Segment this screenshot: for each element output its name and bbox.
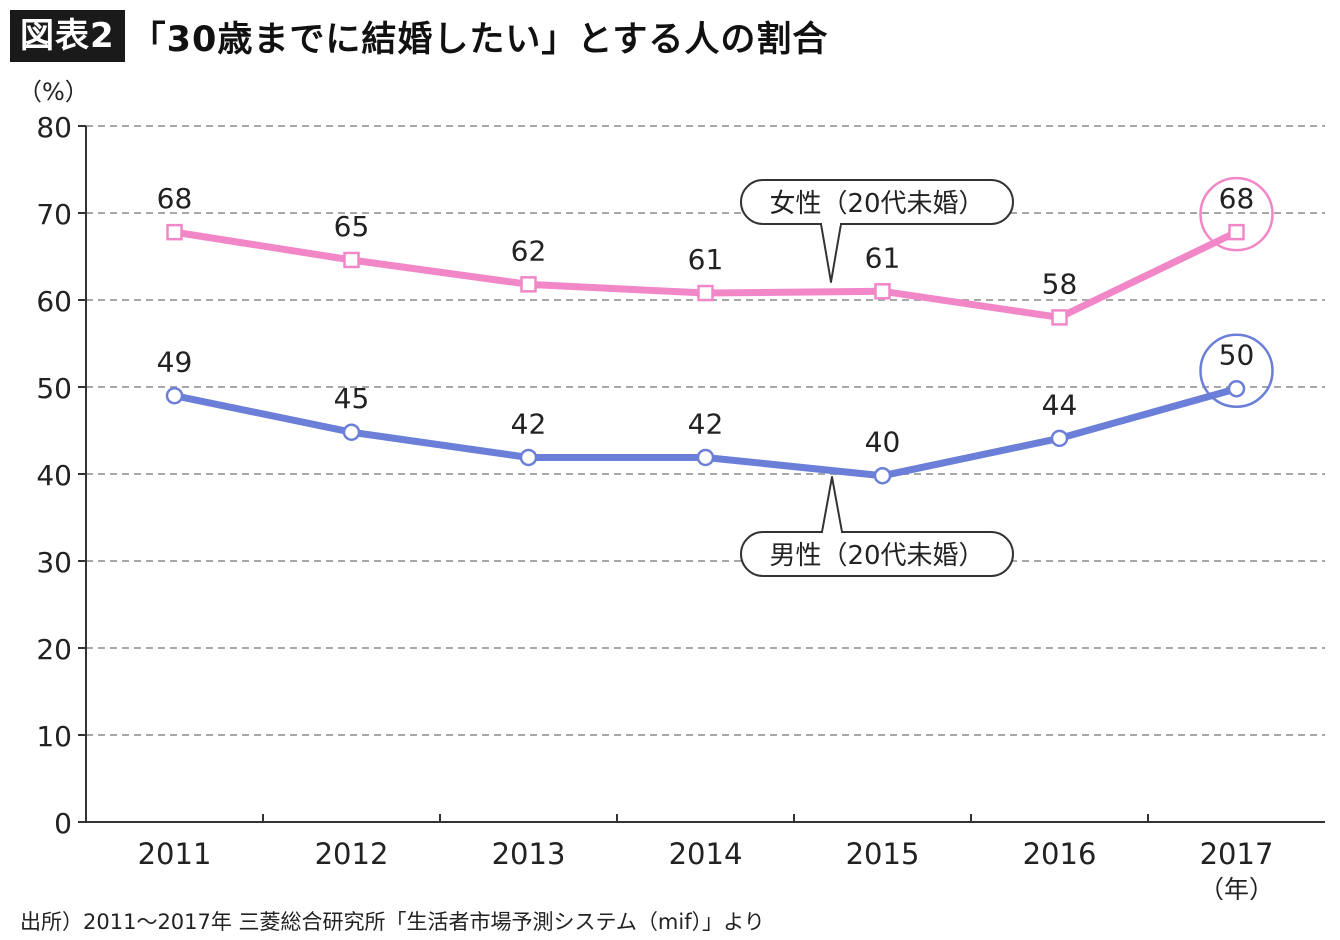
x-tick-label: 2016: [1023, 837, 1097, 871]
data-point: [342, 423, 361, 441]
callout-box: [740, 179, 1014, 225]
y-tick-label: 20: [36, 633, 72, 666]
callout-pointer: [821, 476, 843, 533]
y-tick-label: 10: [36, 720, 72, 753]
y-tick-label: 70: [36, 198, 72, 231]
data-point: [165, 386, 184, 405]
data-label: 68: [157, 182, 193, 215]
y-tick-label: 50: [36, 372, 72, 405]
data-label: 61: [865, 241, 901, 274]
x-unit-label: （年）: [1199, 875, 1274, 900]
data-label: 44: [1042, 388, 1078, 421]
y-tick-label: 60: [36, 285, 72, 318]
x-tick-label: 2015: [846, 837, 920, 871]
callout-female: 女性（20代未婚）: [740, 179, 1014, 283]
y-unit-label: （%）: [18, 78, 89, 106]
data-label: 68: [1219, 182, 1255, 215]
x-tick-label: 2017: [1200, 837, 1274, 871]
data-point: [1228, 223, 1245, 241]
callout-pointer: [820, 223, 842, 283]
line-chart: 0 10 20 30 40 50 60 70 80 （%） 2011 2012 2013 2014 2015…: [18, 78, 1325, 900]
data-point: [873, 466, 892, 485]
series-1: 49 45 42 42 40 44 50: [157, 333, 1274, 485]
highlight-ring: [1199, 333, 1274, 408]
grid-lines: [86, 125, 1325, 736]
data-label: 42: [511, 407, 547, 440]
data-point: [696, 448, 715, 467]
callout-label: 女性（20代未婚）: [769, 189, 984, 219]
data-point: [874, 283, 891, 300]
y-tick-label: 40: [36, 459, 72, 492]
data-point: [697, 284, 714, 302]
axes: 0 10 20 30 40 50 60 70 80 （%） 2011 2012 2013 2014 2015…: [18, 78, 1325, 900]
callout-box: [740, 531, 1014, 577]
callout-male: 男性（20代未婚）: [740, 476, 1014, 577]
source-note: 出所）2011〜2017年 三菱総合研究所「生活者市場予測システム（mif）」よ…: [20, 910, 765, 934]
data-label: 49: [157, 346, 193, 379]
data-label: 58: [1042, 267, 1078, 300]
y-tick-label: 30: [36, 546, 72, 579]
figure-badge: 図表2: [10, 10, 125, 62]
data-label: 42: [688, 407, 724, 440]
x-tick-label: 2012: [315, 837, 389, 871]
data-label: 40: [865, 426, 901, 459]
x-tick-label: 2011: [138, 837, 212, 871]
data-point: [1051, 309, 1068, 326]
data-point: [520, 276, 537, 293]
series-layer: 68 65 62 61 61 58 68 49 45 42 42 40 44 50: [157, 176, 1274, 485]
data-point: [519, 448, 538, 467]
highlight-ring: [1199, 176, 1274, 252]
data-label: 61: [688, 243, 724, 276]
data-label: 65: [334, 210, 370, 243]
data-label: 45: [334, 382, 370, 415]
legend-callouts: 女性（20代未婚） 男性（20代未婚）: [740, 179, 1014, 577]
y-tick-label: 80: [36, 111, 72, 144]
chart-header: 図表2 「30歳までに結婚したい」とする人の割合: [10, 8, 828, 64]
callout-label: 男性（20代未婚）: [769, 541, 984, 571]
data-label: 50: [1219, 339, 1255, 372]
y-tick-label: 0: [54, 807, 72, 840]
data-point: [343, 251, 360, 269]
x-tick-label: 2013: [492, 837, 566, 871]
chart-title: 「30歳までに結婚したい」とする人の割合: [130, 19, 829, 60]
data-point: [1227, 379, 1246, 398]
data-point: [166, 223, 183, 241]
data-point: [1050, 429, 1069, 448]
data-label: 62: [511, 234, 547, 267]
x-tick-label: 2014: [669, 837, 743, 871]
series-0: 68 65 62 61 61 58 68: [157, 176, 1274, 326]
